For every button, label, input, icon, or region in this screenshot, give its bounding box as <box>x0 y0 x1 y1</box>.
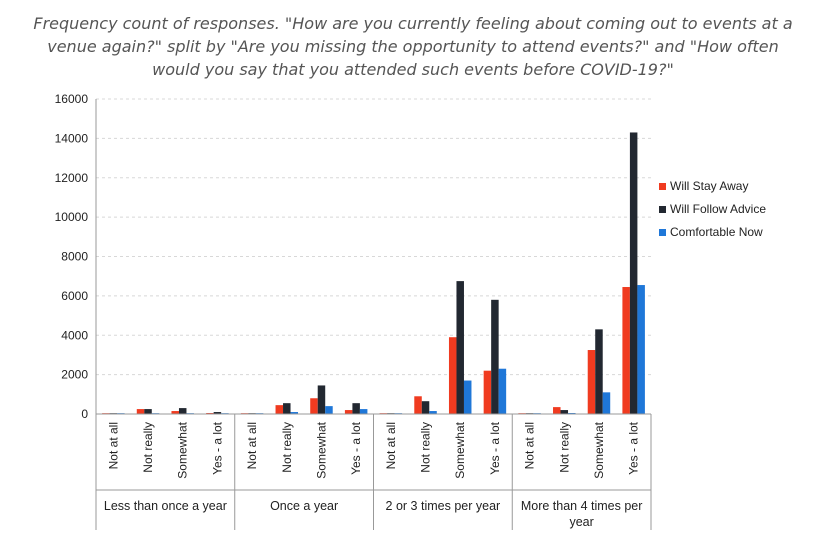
bar <box>622 287 630 414</box>
bar <box>344 410 353 414</box>
x-category-label: Yes - a lot <box>488 421 502 475</box>
bar <box>136 409 145 414</box>
bar <box>290 412 299 414</box>
x-category-label: Not really <box>280 422 294 473</box>
x-group-label: Once a year <box>270 499 338 513</box>
x-category-label: Somewhat <box>453 421 467 478</box>
bar <box>456 281 464 414</box>
y-tick-label: 4000 <box>61 328 88 342</box>
legend-swatch <box>659 183 666 190</box>
x-category-label: Not at all <box>523 422 537 469</box>
bar <box>283 403 291 414</box>
bar <box>587 350 596 414</box>
bar <box>317 385 326 414</box>
bar <box>275 405 284 414</box>
y-tick-label: 2000 <box>61 368 88 382</box>
bar <box>595 329 603 414</box>
bar <box>429 411 437 414</box>
y-tick-label: 6000 <box>61 289 88 303</box>
bar <box>178 408 187 414</box>
x-category-label: Not at all <box>245 422 259 469</box>
x-category-label: Not at all <box>384 422 398 469</box>
bar <box>359 409 368 414</box>
axes: 0 2000 4000 6000 8000 10000 12000 14000 16000 Not… <box>55 92 652 530</box>
y-tick-label: 14000 <box>55 131 89 145</box>
x-category-label: Yes - a lot <box>627 421 641 475</box>
bar <box>553 407 561 414</box>
bar <box>325 406 333 414</box>
legend-label: Will Follow Advice <box>670 202 766 216</box>
bar <box>602 392 611 414</box>
bar <box>213 412 222 414</box>
gridlines <box>96 98 651 376</box>
legend-label: Comfortable Now <box>670 225 763 239</box>
bar <box>144 409 152 414</box>
y-tick-label: 10000 <box>55 210 89 224</box>
x-group-label: More than 4 times per <box>521 499 643 513</box>
x-category-label: Somewhat <box>314 421 328 478</box>
legend: Will Stay Away Will Follow Advice Comforta… <box>659 179 766 239</box>
chart-title: Frequency count of responses. "How are y… <box>33 14 793 79</box>
bar <box>483 370 492 414</box>
x-category-label: Somewhat <box>592 421 606 478</box>
bar <box>637 285 645 414</box>
legend-swatch <box>659 206 666 213</box>
y-tick-label: 12000 <box>55 171 89 185</box>
y-tick-label: 0 <box>81 407 88 421</box>
legend-label: Will Stay Away <box>670 179 748 193</box>
x-category-label: Yes - a lot <box>210 421 224 475</box>
bar <box>629 132 638 414</box>
x-category-label: Not at all <box>106 422 120 469</box>
y-tick-label: 8000 <box>61 250 88 264</box>
bar <box>560 410 569 414</box>
x-category-label: Yes - a lot <box>349 421 363 475</box>
x-group-label: 2 or 3 times per year <box>386 499 501 513</box>
x-group-label: Less than once a year <box>104 499 227 513</box>
bar <box>421 401 430 414</box>
bar <box>414 396 422 414</box>
x-category-label: Not really <box>141 422 155 473</box>
bar <box>491 299 499 414</box>
bar <box>448 337 457 414</box>
bar <box>498 368 507 414</box>
bars <box>102 132 645 414</box>
x-category-label: Not really <box>557 422 571 473</box>
y-tick-label: 16000 <box>55 92 89 106</box>
bar <box>310 398 318 414</box>
x-category-label: Not really <box>419 422 433 473</box>
bar <box>171 411 179 414</box>
bar <box>463 380 472 414</box>
x-category-label: Somewhat <box>176 421 190 478</box>
legend-swatch <box>659 229 666 236</box>
x-group-label: year <box>569 515 593 529</box>
bar <box>352 403 360 414</box>
